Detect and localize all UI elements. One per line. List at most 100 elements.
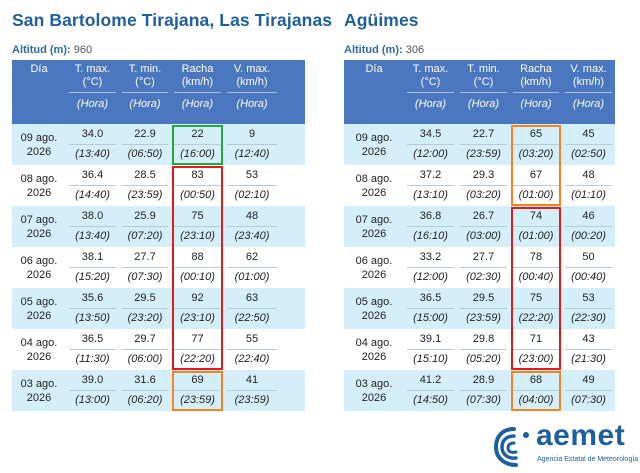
racha-value: 71 — [529, 333, 543, 345]
tmax-hora: (11:30) — [75, 353, 110, 365]
tmax-hora: (15:20) — [75, 271, 110, 283]
vmax-value: 53 — [582, 292, 595, 304]
day-cell: 09 ago. 2026 — [355, 131, 393, 158]
cell-divider — [174, 308, 221, 309]
tmax-hora: (15:00) — [413, 312, 448, 324]
day-cell: 07 ago. 2026 — [355, 213, 393, 240]
vmax-hora: (02:50) — [571, 148, 606, 160]
cell-divider — [460, 226, 507, 227]
table-row: 06 ago. 2026 33.2 (12:00) 27.7 (02:30) 78 (00:… — [344, 247, 615, 288]
cell-divider — [174, 390, 221, 391]
racha-value: 75 — [191, 210, 204, 222]
cell-divider — [513, 185, 559, 186]
table-row: 07 ago. 2026 36.8 (16:10) 26.7 (03:00) 74 (01:… — [344, 206, 615, 247]
vmax-value: 41 — [245, 374, 259, 386]
tmax-hora: (14:50) — [413, 394, 448, 406]
tmax-value: 39.1 — [419, 333, 442, 345]
cell-divider — [565, 144, 612, 145]
vmax-hora: (23:40) — [234, 230, 270, 242]
table-row: 04 ago. 2026 36.5 (11:30) 29.7 (06:00) 77 (22:… — [12, 329, 305, 370]
cell-divider — [407, 349, 454, 350]
tmin-hora: (03:20) — [466, 189, 501, 201]
header-hora-tmax: (Hora) — [76, 98, 109, 110]
cell-divider — [460, 267, 507, 268]
cell-divider — [174, 267, 221, 268]
cell-divider — [407, 226, 454, 227]
tmax-value: 41.2 — [419, 374, 442, 386]
tmin-hora: (05:20) — [466, 353, 501, 365]
cell-divider — [513, 226, 559, 227]
vmax-hora: (21:30) — [571, 353, 606, 365]
header-hora-vmax: (Hora) — [236, 98, 268, 110]
tmax-value: 39.0 — [81, 374, 104, 386]
tmax-hora: (13:00) — [75, 394, 110, 406]
header-divider — [513, 92, 559, 93]
header-vmax: V. max. (km/h) — [233, 63, 271, 88]
cell-divider — [565, 308, 612, 309]
cell-divider — [69, 308, 116, 309]
tmin-hora: (02:30) — [466, 271, 501, 283]
tmin-hora: (07:30) — [127, 271, 163, 283]
altitude-label: Altitud (m): — [12, 44, 71, 56]
cell-divider — [69, 144, 116, 145]
header-divider — [460, 92, 507, 93]
tmin-value: 29.3 — [472, 169, 495, 181]
cell-divider — [227, 185, 277, 186]
tmin-value: 26.7 — [472, 210, 495, 222]
tmax-value: 38.1 — [81, 251, 104, 263]
table-row: 05 ago. 2026 35.6 (13:50) 29.5 (23:20) 92 (23:… — [12, 288, 305, 329]
cell-divider — [122, 390, 168, 391]
table-row: 03 ago. 2026 41.2 (14:50) 28.9 (07:30) 68 (04:… — [344, 370, 615, 411]
cell-divider — [227, 226, 277, 227]
vmax-value: 48 — [245, 210, 259, 222]
cell-divider — [407, 185, 454, 186]
vmax-hora: (01:10) — [571, 189, 606, 201]
racha-hora: (03:20) — [518, 148, 554, 160]
day-cell: 04 ago. 2026 — [355, 336, 393, 363]
cell-divider — [513, 390, 559, 391]
header-dia: Día — [365, 63, 383, 75]
tmin-value: 29.8 — [472, 333, 495, 345]
tmin-hora: (06:20) — [127, 394, 163, 406]
racha-value: 92 — [191, 292, 204, 304]
tmin-value: 27.7 — [134, 251, 156, 263]
table-row: 08 ago. 2026 36.4 (14:40) 28.5 (23:59) 83 (00:… — [12, 165, 305, 206]
table-row: 04 ago. 2026 39.1 (15:10) 29.8 (05:20) 71 (23:… — [344, 329, 615, 370]
tmax-value: 36.5 — [81, 333, 104, 345]
table-row: 07 ago. 2026 38.0 (13:40) 25.9 (07:20) 75 (23:… — [12, 206, 305, 247]
header-dia: Día — [30, 63, 48, 75]
tmax-value: 35.6 — [81, 292, 104, 304]
day-cell: 06 ago. 2026 — [355, 254, 393, 281]
racha-hora: (22:20) — [180, 353, 215, 365]
header-hora-tmin: (Hora) — [467, 98, 500, 110]
vmax-value: 46 — [582, 210, 595, 222]
cell-divider — [174, 144, 221, 145]
tmax-value: 34.5 — [419, 128, 442, 140]
tmin-value: 29.7 — [134, 333, 156, 345]
tmax-hora: (12:00) — [413, 148, 448, 160]
cell-divider — [513, 144, 559, 145]
cell-divider — [227, 390, 277, 391]
vmax-value: 45 — [582, 128, 595, 140]
cell-divider — [565, 226, 612, 227]
vmax-value: 49 — [582, 374, 595, 386]
vmax-hora: (22:50) — [234, 312, 270, 324]
header-divider — [174, 92, 221, 93]
altitude-value: 306 — [405, 44, 425, 56]
header-divider — [565, 92, 612, 93]
header-tmax: T. max. (°C) — [412, 63, 449, 88]
header-hora-racha: (Hora) — [181, 98, 214, 110]
cell-divider — [122, 349, 168, 350]
tmin-value: 28.9 — [472, 374, 495, 386]
cell-divider — [513, 308, 559, 309]
racha-hora: (01:00) — [518, 189, 554, 201]
cell-divider — [227, 267, 277, 268]
vmax-hora: (23:59) — [234, 394, 270, 406]
cell-divider — [69, 226, 116, 227]
vmax-value: 62 — [245, 251, 259, 263]
racha-value: 83 — [191, 169, 204, 181]
racha-value: 68 — [529, 374, 543, 386]
cell-divider — [122, 308, 168, 309]
vmax-hora: (22:30) — [571, 312, 606, 324]
racha-value: 88 — [191, 251, 204, 263]
